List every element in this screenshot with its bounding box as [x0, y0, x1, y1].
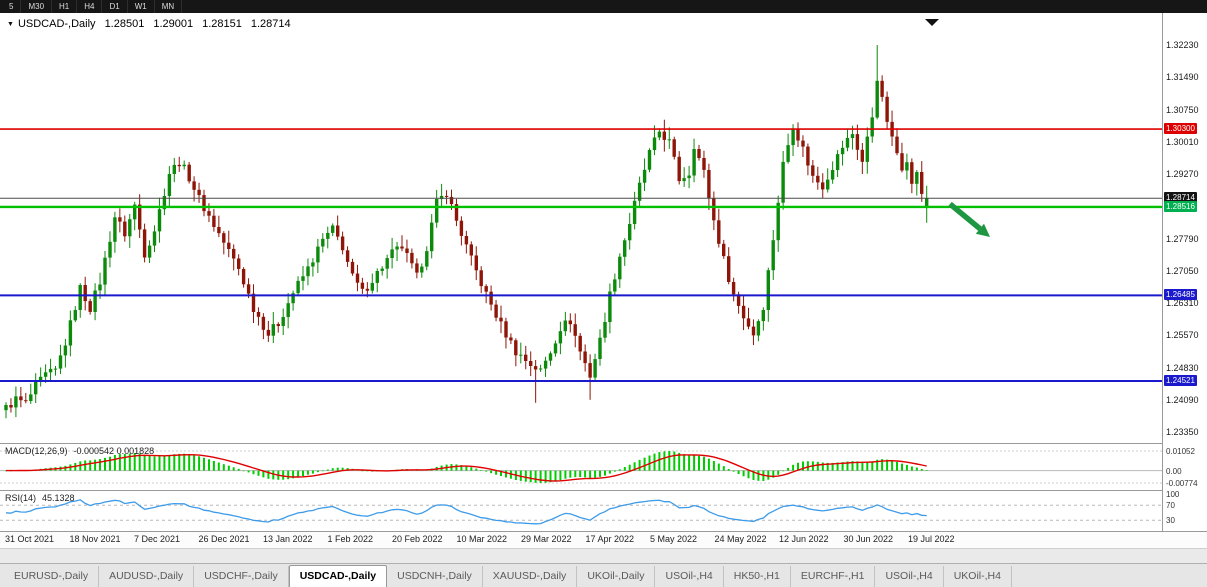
tab-usoil-h4[interactable]: USOil-,H4	[875, 566, 944, 587]
date-label: 26 Dec 2021	[198, 534, 250, 544]
timeframe-toolbar: 5 M30 H1 H4 D1 W1 MN	[0, 0, 1207, 13]
support-blue-price-badge-1: 1.26485	[1164, 289, 1197, 301]
date-axis-divider	[0, 531, 1207, 532]
tab-eurchf-h1[interactable]: EURCHF-,H1	[791, 566, 876, 587]
macd-axis-label: 0.00	[1166, 466, 1182, 476]
timeframe-button-W1[interactable]: W1	[128, 0, 155, 13]
quote-open: 1.28501	[104, 18, 145, 30]
support-green-price-badge: 1.28516	[1164, 200, 1197, 212]
price-axis-divider	[1162, 13, 1163, 531]
price-scale-label: 1.32230	[1166, 40, 1199, 50]
price-scale-label: 1.24830	[1166, 362, 1199, 373]
tab-usdcad-daily[interactable]: USDCAD-,Daily	[288, 565, 388, 587]
timeframe-button-H1[interactable]: H1	[52, 0, 78, 13]
date-label: 10 Mar 2022	[456, 534, 508, 544]
price-scale-label: 1.31490	[1166, 72, 1199, 83]
price-scale-label: 1.29270	[1166, 169, 1199, 179]
price-scale-label: 1.27790	[1166, 233, 1199, 244]
date-label: 12 Jun 2022	[779, 534, 829, 544]
rsi-axis-label: 100	[1166, 490, 1180, 499]
price-scale-label: 1.24090	[1166, 394, 1199, 405]
timeframe-button-MN[interactable]: MN	[155, 0, 183, 13]
price-scale-label: 1.30010	[1166, 136, 1199, 147]
tab-xauusd-daily[interactable]: XAUUSD-,Daily	[483, 566, 578, 587]
resistance-price-badge: 1.30300	[1164, 123, 1197, 135]
macd-indicator-label: MACD(12,26,9) -0.000542 0.001828	[5, 446, 154, 456]
date-label: 29 Mar 2022	[521, 534, 572, 544]
price-scale-label: 1.23350	[1166, 427, 1199, 437]
macd-values: -0.000542 0.001828	[73, 446, 155, 456]
price-axis[interactable]: 1.32230 1.31490 1.30750 1.30010 1.29270 1.277…	[1163, 13, 1207, 531]
timeframe-button-M30[interactable]: M30	[21, 0, 53, 13]
date-label: 24 May 2022	[714, 534, 767, 544]
tab-usoil-h4[interactable]: USOil-,H4	[655, 566, 724, 587]
macd-axis-label: -0.00774	[1166, 479, 1198, 488]
tab-ukoil-daily[interactable]: UKOil-,Daily	[577, 566, 656, 587]
macd-signal-line	[6, 453, 927, 482]
quote-close: 1.28714	[250, 18, 291, 30]
tab-eurusd-daily[interactable]: EURUSD-,Daily	[4, 566, 100, 587]
date-label: 5 May 2022	[650, 534, 698, 544]
date-label: 13 Jan 2022	[263, 534, 313, 544]
macd-axis-label: 0.01052	[1166, 447, 1195, 456]
date-label: 30 Jun 2022	[843, 534, 894, 544]
chart-shift-marker[interactable]	[925, 19, 939, 26]
timeframe-button-D1[interactable]: D1	[102, 0, 128, 13]
date-label: 20 Feb 2022	[392, 534, 443, 544]
tab-usdchf-daily[interactable]: USDCHF-,Daily	[194, 566, 289, 587]
price-scale-label: 1.26310	[1166, 298, 1199, 308]
pane-splitter-macd[interactable]	[0, 443, 1207, 444]
date-label: 1 Feb 2022	[327, 534, 374, 544]
tab-ukoil-h4[interactable]: UKOil-,H4	[944, 566, 1012, 587]
price-scale-label: 1.27050	[1166, 265, 1199, 276]
rsi-name: RSI(14)	[5, 493, 37, 503]
quote-low: 1.28151	[202, 18, 242, 30]
current-price-badge: 1.28714	[1164, 192, 1197, 204]
date-axis[interactable]: 31 Oct 2021 18 Nov 2021 7 Dec 2021 26 Dec 2…	[0, 532, 1207, 548]
date-label: 31 Oct 2021	[5, 534, 55, 544]
price-scale-label: 1.25570	[1166, 330, 1199, 341]
window-gap	[0, 548, 1207, 563]
macd-pane[interactable]	[0, 444, 1162, 490]
tab-usdcnh-daily[interactable]: USDCNH-,Daily	[387, 566, 483, 587]
tab-hk50-h1[interactable]: HK50-,H1	[724, 566, 791, 587]
date-label: 19 Jul 2022	[908, 534, 955, 544]
tab-audusd-daily[interactable]: AUDUSD-,Daily	[99, 566, 195, 587]
price-scale-label: 1.30750	[1166, 104, 1199, 115]
candlesticks	[4, 45, 929, 419]
support-blue-price-badge-2: 1.24521	[1164, 374, 1197, 386]
macd-histogram	[5, 451, 928, 483]
date-label: 17 Apr 2022	[585, 534, 635, 544]
rsi-line	[5, 499, 927, 525]
rsi-pane[interactable]	[0, 491, 1162, 531]
rsi-value: 45.1328	[42, 493, 75, 503]
chart-title: ▼ USDCAD-,Daily 1.28501 1.29001 1.28151 1.287…	[7, 18, 291, 30]
rsi-indicator-label: RSI(14) 45.1328	[5, 493, 75, 503]
pane-splitter-rsi[interactable]	[0, 490, 1207, 491]
timeframe-button-5[interactable]: 5	[2, 0, 22, 13]
chart-menu-icon[interactable]: ▼	[7, 21, 14, 28]
rsi-axis-label: 70	[1166, 501, 1175, 511]
date-label: 7 Dec 2021	[134, 534, 181, 544]
date-label: 18 Nov 2021	[69, 534, 121, 544]
rsi-axis-label: 30	[1166, 516, 1175, 526]
timeframe-button-H4[interactable]: H4	[77, 0, 103, 13]
quote-high: 1.29001	[153, 18, 194, 30]
chart-tabs-bar: EURUSD-,Daily AUDUSD-,Daily USDCHF-,Daily U…	[0, 563, 1207, 587]
sell-arrow-annotation[interactable]	[948, 201, 990, 237]
symbol-timeframe-label: USDCAD-,Daily	[17, 18, 96, 30]
main-chart-pane[interactable]: ▼ USDCAD-,Daily 1.28501 1.29001 1.28151 1.287…	[0, 13, 1162, 443]
macd-name: MACD(12,26,9)	[5, 446, 68, 456]
candlestick-chart-canvas[interactable]	[0, 13, 1162, 443]
